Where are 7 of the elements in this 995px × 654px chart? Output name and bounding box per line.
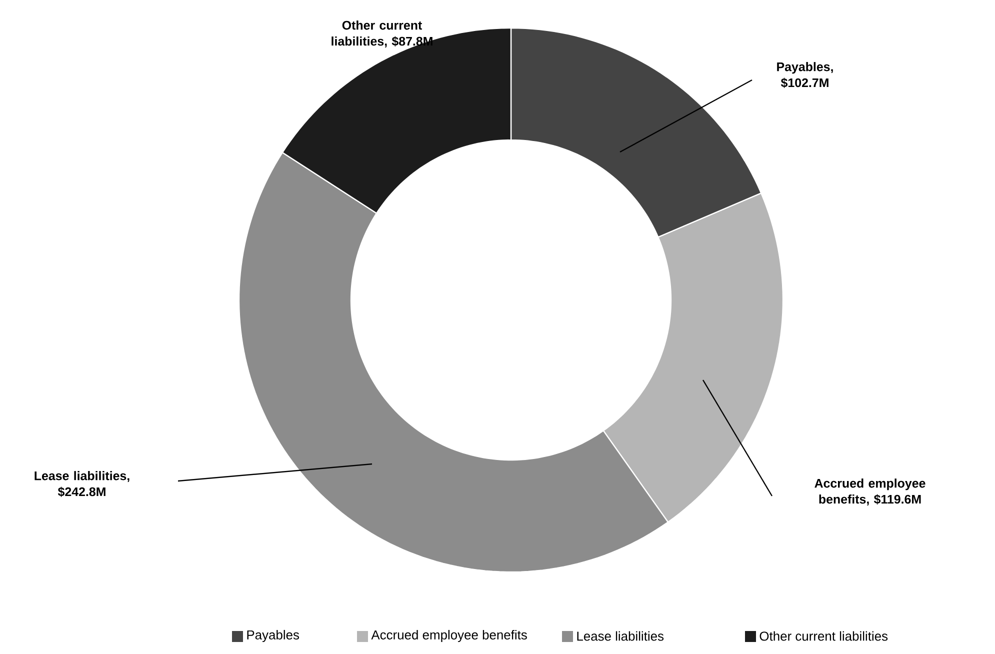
legend-label: Accrued employee benefits: [371, 630, 527, 642]
data-label: Accrued employee benefits, $119.6M: [814, 478, 926, 506]
data-label: Lease liabilities, $242.8M: [34, 471, 130, 497]
legend-label: Lease liabilities: [577, 631, 664, 641]
legend-label: Payables: [247, 630, 300, 642]
legend-label: Other current liabilities: [760, 631, 888, 641]
data-label: Payables, $102.7M: [777, 62, 833, 88]
